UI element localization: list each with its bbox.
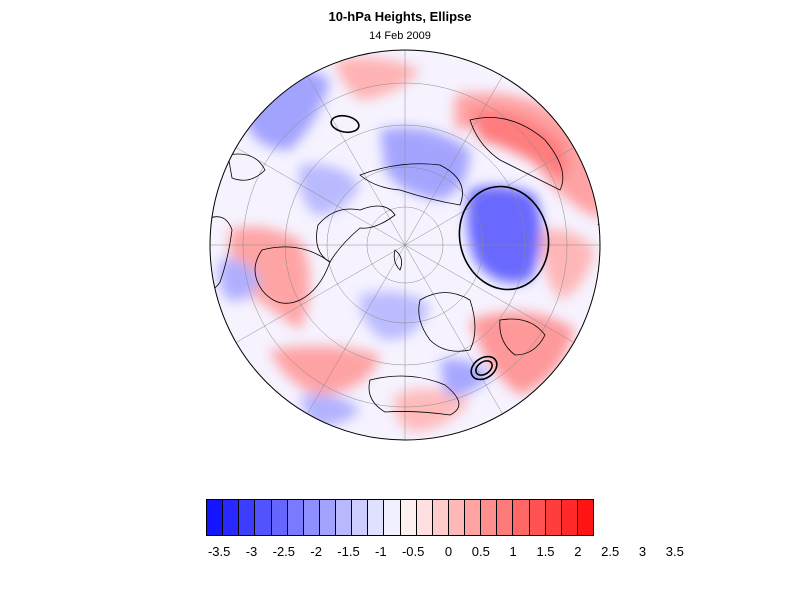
colorbar-bin (545, 500, 562, 535)
colorbar-bin (255, 500, 272, 535)
latitude-circle (366, 206, 444, 284)
meridian-line (404, 244, 503, 414)
colorbar-bin (561, 500, 578, 535)
continent-outlines (210, 117, 600, 416)
colorbar-bin (432, 500, 449, 535)
colorbar-tick-label: -0.5 (401, 544, 425, 559)
colorbar-tick-label: 3 (638, 544, 647, 559)
colorbar-tick-label: -2 (310, 544, 322, 559)
colorbar-bin (336, 500, 353, 535)
colorbar-labels: -3.5 -3 -2.5 -2 -1.5 -1 -0.5 0 0.5 1 1.5 2 2.5 3 3.5 (0, 544, 800, 562)
colorbar-tick-label: 3.5 (665, 544, 684, 559)
meridian-line (236, 244, 406, 343)
colorbar-bin (287, 500, 304, 535)
map-date: 14 Feb 2009 (369, 30, 431, 42)
colorbar-bin (223, 500, 240, 535)
colorbar-bin (481, 500, 498, 535)
colorbar-tick-label: -1.5 (337, 544, 360, 559)
colorbar-tick-label: 0.5 (471, 544, 490, 559)
colorbar-tick-label: 2.5 (601, 544, 620, 559)
latitude-circle (242, 82, 568, 408)
meridian-line (236, 147, 406, 246)
colorbar-bin (529, 500, 546, 535)
colorbar-tick-label: 1 (509, 544, 517, 559)
latitude-circle (326, 166, 484, 324)
meridian-line (404, 244, 574, 343)
colorbar-tick-label: -2.5 (272, 544, 296, 559)
map-boundary (209, 49, 601, 441)
colorbar-tick-label: -3 (245, 544, 258, 559)
colorbar-bin (513, 500, 530, 535)
colorbar-tick-label: 2 (574, 544, 582, 559)
meridian-line (307, 76, 406, 246)
lat-lon-gridlines (210, 50, 600, 440)
colorbar (206, 499, 594, 536)
meridian-line (307, 244, 406, 414)
colorbar-bin (448, 500, 465, 535)
colorbar-bin (319, 500, 336, 535)
colorbar-bin (271, 500, 288, 535)
colorbar-tick-label: -3.5 (207, 544, 231, 559)
colorbar-bin (239, 500, 256, 535)
colorbar-tick-label: -1 (375, 544, 387, 559)
meridian-line (404, 76, 503, 246)
colorbar-bin (207, 500, 224, 535)
colorbar-bin (400, 500, 417, 535)
colorbar-tick-label: 1.5 (536, 544, 555, 559)
meridian-line (404, 147, 574, 246)
colorbar-bin (497, 500, 514, 535)
colorbar-bin (384, 500, 401, 535)
colorbar-bin (368, 500, 385, 535)
latitude-circle (284, 124, 526, 366)
ellipse-contours (330, 114, 550, 381)
colorbar-bin (577, 500, 593, 535)
colorbar-bin (352, 500, 369, 535)
colorbar-bin (303, 500, 320, 535)
colorbar-bin (416, 500, 433, 535)
colorbar-tick-label: 0 (444, 544, 453, 559)
colorbar-bin (465, 500, 482, 535)
map-title: 10-hPa Heights, Ellipse (328, 9, 472, 24)
